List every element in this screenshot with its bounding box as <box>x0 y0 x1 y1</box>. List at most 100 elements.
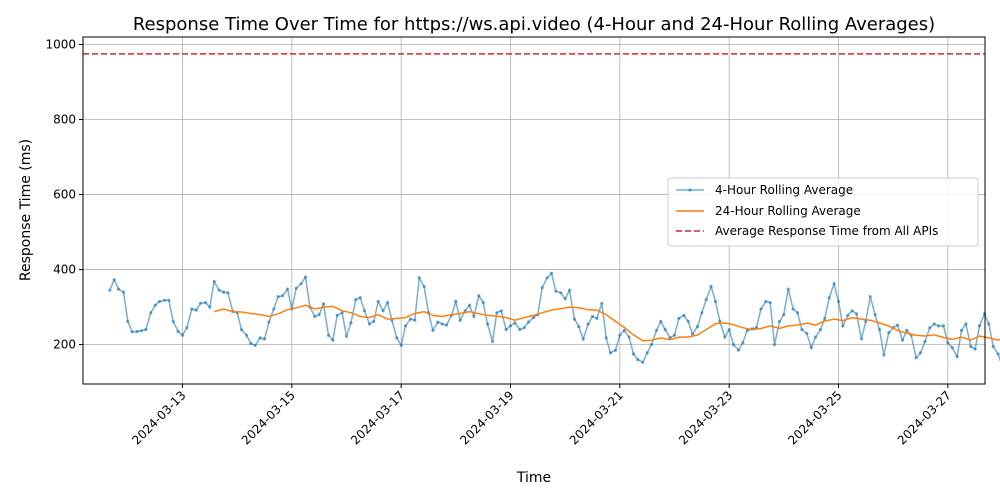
data-point-4-hour <box>631 352 636 356</box>
data-point-4-hour <box>313 314 317 319</box>
data-point-4-hour <box>135 329 139 334</box>
data-point-4-hour <box>413 318 417 322</box>
data-point-4-hour <box>991 344 995 349</box>
data-point-4-hour <box>299 282 303 286</box>
data-point-4-hour <box>846 313 850 317</box>
data-point-4-hour <box>900 338 905 342</box>
plot-series <box>83 53 1000 364</box>
data-point-4-hour <box>809 346 813 350</box>
data-point-4-hour <box>208 305 212 309</box>
data-point-4-hour <box>221 290 226 294</box>
data-point-4-hour <box>335 313 339 317</box>
data-point-4-hour <box>518 328 522 332</box>
data-point-4-hour <box>914 356 918 360</box>
data-point-4-hour <box>800 328 804 332</box>
data-point-4-hour <box>367 322 372 326</box>
data-point-4-hour <box>768 301 772 305</box>
data-point-4-hour <box>395 336 399 340</box>
data-point-4-hour <box>690 332 695 336</box>
data-point-4-hour <box>267 320 271 324</box>
data-point-4-hour <box>162 298 167 302</box>
data-point-4-hour <box>130 330 134 334</box>
legend-box <box>667 177 979 247</box>
data-point-4-hour <box>672 333 677 337</box>
data-point-4-hour <box>741 341 745 345</box>
data-point-4-hour <box>700 311 704 315</box>
data-point-4-hour <box>153 303 157 307</box>
data-point-4-hour <box>385 301 390 305</box>
data-point-4-hour <box>786 287 790 291</box>
data-point-4-hour <box>504 328 508 332</box>
data-point-4-hour <box>608 351 613 355</box>
data-point-4-hour <box>759 307 763 311</box>
data-point-4-hour <box>144 328 148 332</box>
data-point-4-hour <box>458 318 462 322</box>
data-point-4-hour <box>795 311 800 315</box>
data-point-4-hour <box>864 319 868 323</box>
data-point-4-hour <box>340 311 344 315</box>
data-point-4-hour <box>239 328 244 332</box>
data-point-4-hour <box>212 280 216 284</box>
data-point-4-hour <box>354 298 358 302</box>
data-point-4-hour <box>126 319 130 323</box>
series-line-24-hour <box>213 304 1000 342</box>
data-point-4-hour <box>964 322 968 326</box>
y-axis-ticks: 200 400 600 800 1000 <box>45 38 83 352</box>
data-point-4-hour <box>695 325 700 329</box>
data-point-4-hour <box>731 343 736 347</box>
data-point-4-hour <box>176 329 180 334</box>
data-point-4-hour <box>977 324 982 328</box>
data-point-4-hour <box>604 336 608 340</box>
legend-label-4h: 4-Hour Rolling Average <box>715 183 853 197</box>
x-tick-label: 2024-03-21 <box>567 388 626 447</box>
chart-title: Response Time Over Time for https://ws.a… <box>133 14 935 35</box>
data-point-4-hour <box>772 343 777 347</box>
data-point-4-hour <box>791 307 795 311</box>
data-point-4-hour <box>171 319 175 323</box>
data-point-4-hour <box>139 329 144 333</box>
y-tick-label: 400 <box>53 263 76 277</box>
x-tick-label: 2024-03-27 <box>895 388 954 447</box>
data-point-4-hour <box>280 294 285 298</box>
data-point-4-hour <box>854 312 859 316</box>
data-point-4-hour <box>873 313 877 317</box>
data-point-4-hour <box>467 303 472 307</box>
data-point-4-hour <box>326 333 331 337</box>
data-point-4-hour <box>823 316 827 320</box>
x-tick-label: 2024-03-13 <box>129 388 188 447</box>
data-point-4-hour <box>832 282 836 286</box>
data-point-4-hour <box>331 338 335 342</box>
data-point-4-hour <box>895 323 900 327</box>
x-tick-label: 2024-03-15 <box>239 388 298 447</box>
data-point-4-hour <box>276 295 280 299</box>
data-point-4-hour <box>723 335 727 339</box>
data-point-4-hour <box>321 302 326 306</box>
data-point-4-hour <box>649 343 654 347</box>
data-point-4-hour <box>417 276 421 280</box>
data-point-4-hour <box>190 307 194 311</box>
data-point-4-hour <box>627 335 631 339</box>
legend-marker-4h <box>688 188 692 192</box>
data-point-4-hour <box>472 314 476 319</box>
data-point-4-hour <box>399 343 403 347</box>
data-point-4-hour <box>226 291 230 295</box>
data-point-4-hour <box>928 326 932 330</box>
data-point-4-hour <box>508 324 513 328</box>
data-point-4-hour <box>358 296 362 300</box>
data-point-4-hour <box>185 326 189 330</box>
data-point-4-hour <box>372 319 376 323</box>
data-point-4-hour <box>454 299 458 304</box>
data-point-4-hour <box>827 296 831 300</box>
data-point-4-hour <box>116 287 121 291</box>
data-point-4-hour <box>108 288 112 292</box>
data-point-4-hour <box>577 325 581 329</box>
data-point-4-hour <box>841 324 845 328</box>
data-point-4-hour <box>813 335 818 339</box>
data-point-4-hour <box>836 299 841 304</box>
data-point-4-hour <box>403 324 408 328</box>
x-tick-label: 2024-03-19 <box>457 388 516 447</box>
data-point-4-hour <box>969 344 973 349</box>
data-point-4-hour <box>567 288 572 292</box>
y-tick-label: 1000 <box>45 38 76 52</box>
data-point-4-hour <box>362 309 367 313</box>
